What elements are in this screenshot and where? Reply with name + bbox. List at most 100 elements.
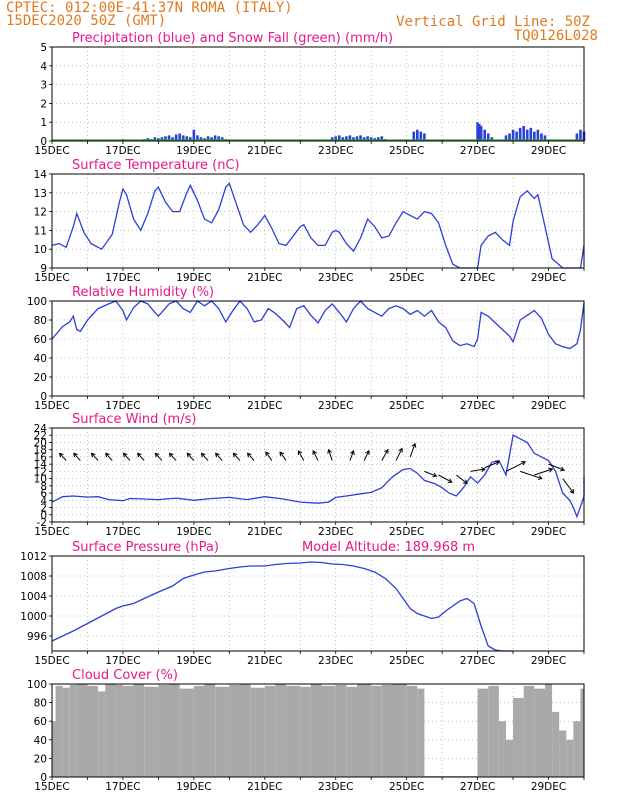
cloud-bar	[498, 721, 506, 777]
wind-vector-head	[136, 452, 142, 458]
temp-xtick-label: 19DEC	[176, 272, 211, 284]
pressure-xtick-label: 21DEC	[247, 655, 282, 667]
wind-vector	[409, 443, 416, 458]
pressure-line	[51, 561, 514, 652]
wind-xtick-label: 15DEC	[34, 526, 69, 538]
temp-xtick-label: 27DEC	[460, 272, 495, 284]
precip-xtick-label: 21DEC	[247, 145, 282, 157]
cloud-bar	[580, 688, 584, 777]
wind-vector-head	[560, 466, 566, 472]
cloud-xtick-label: 29DEC	[531, 781, 566, 793]
wind-ytick-label: -2	[37, 517, 47, 529]
precip-bar	[511, 129, 515, 141]
wind-vector-head	[350, 450, 355, 455]
cloud-bar	[62, 687, 70, 777]
cloud-xtick-label: 25DEC	[389, 781, 424, 793]
pressure-xtick-label: 25DEC	[389, 655, 424, 667]
cloud-xtick-label: 19DEC	[176, 781, 211, 793]
wind-ytick-label: 18	[34, 445, 47, 457]
precip-xtick-label: 27DEC	[460, 145, 495, 157]
precip-bar	[479, 125, 483, 141]
cloud-xtick-label: 23DEC	[318, 781, 353, 793]
cloud-bar	[275, 684, 287, 777]
wind-vector-head	[122, 452, 128, 458]
wind-vector	[456, 474, 468, 484]
cloud-bar	[133, 684, 145, 777]
wind-xtick-label: 21DEC	[247, 526, 282, 538]
cloud-bar	[417, 688, 425, 777]
cloud-xtick-label: 21DEC	[247, 781, 282, 793]
wind-ytick-label: 12	[34, 466, 47, 478]
rh-ytick-label: 100	[27, 296, 47, 308]
pressure-xtick-label: 19DEC	[176, 655, 211, 667]
wind-vector	[349, 450, 354, 461]
wind-vector-head	[548, 467, 554, 473]
wind-vector	[73, 453, 81, 461]
wind-ytick-label: 14	[34, 459, 48, 471]
precip-ytick-label: 4	[40, 61, 47, 73]
precip-bar	[476, 122, 479, 141]
cloud-bar	[69, 684, 77, 777]
wind-vector	[265, 451, 273, 461]
temp-ytick-label: 11	[34, 225, 47, 237]
pressure-ytick-label: 996	[27, 631, 47, 643]
precip-bar	[540, 133, 543, 141]
precip-frame	[51, 46, 585, 142]
wind-vector-head	[232, 452, 238, 458]
precip-bar	[220, 137, 224, 141]
cloud-bar	[488, 685, 499, 777]
wind-xtick-label: 29DEC	[531, 526, 566, 538]
precip-xtick-label: 29DEC	[531, 145, 566, 157]
cloud-bar	[87, 685, 99, 777]
cloud-bar	[310, 684, 322, 777]
wind-vector	[312, 450, 319, 461]
precip-bar	[525, 129, 529, 141]
precip-bar	[345, 136, 348, 141]
wind-vector-head	[200, 452, 206, 458]
wind-vector	[381, 449, 389, 461]
header-line2-left: 15DEC2020 50Z (GMT)	[6, 13, 167, 29]
wind-vector	[91, 453, 99, 461]
wind-vector	[215, 453, 223, 461]
rh-ytick-label: 0	[40, 391, 47, 403]
cloud-bar	[346, 686, 358, 777]
wind-xtick-label: 17DEC	[105, 526, 140, 538]
wind-vector	[484, 461, 500, 469]
wind-vector	[297, 450, 305, 461]
wind-vector-head	[521, 461, 527, 466]
cloud-title: Cloud Cover (%)	[72, 668, 178, 683]
wind-ytick-label: 10	[34, 474, 47, 486]
rh-xtick-label: 17DEC	[105, 400, 140, 412]
temp-line	[51, 182, 585, 269]
precip-bar	[337, 135, 341, 141]
cloud-bar	[392, 684, 407, 777]
wind-vector-head	[90, 452, 96, 458]
cloud-bar	[544, 684, 553, 777]
wind-title: Surface Wind (m/s)	[72, 412, 196, 427]
precip-bar	[522, 125, 526, 141]
pressure-xtick-label: 23DEC	[318, 655, 353, 667]
wind-vector	[424, 470, 437, 477]
temp-xtick-label: 29DEC	[531, 272, 566, 284]
cloud-bar	[52, 721, 56, 777]
precip-xtick-label: 23DEC	[318, 145, 353, 157]
wind-vector-head	[186, 452, 192, 458]
temp-frame	[51, 173, 585, 269]
precip-bar	[217, 136, 220, 141]
precip-bar	[330, 137, 334, 141]
wind-vector-head	[168, 452, 174, 458]
wind-vector	[328, 449, 333, 461]
wind-vector	[105, 453, 113, 461]
cloud-bar	[559, 730, 567, 777]
precip-bar	[196, 135, 199, 141]
wind-vector-head	[480, 467, 486, 472]
wind-vector	[279, 451, 287, 461]
precip-bar	[504, 135, 508, 141]
precip-bar	[376, 137, 380, 141]
rh-line	[51, 299, 585, 350]
wind-vector-head	[365, 450, 370, 455]
wind-ytick-label: 0	[40, 510, 47, 522]
wind-vector	[154, 453, 163, 461]
cloud-bar	[300, 686, 311, 777]
wind-vector-head	[73, 452, 78, 458]
